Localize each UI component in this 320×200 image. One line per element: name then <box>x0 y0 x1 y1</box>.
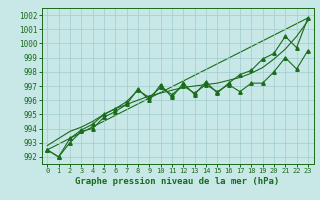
X-axis label: Graphe pression niveau de la mer (hPa): Graphe pression niveau de la mer (hPa) <box>76 177 280 186</box>
